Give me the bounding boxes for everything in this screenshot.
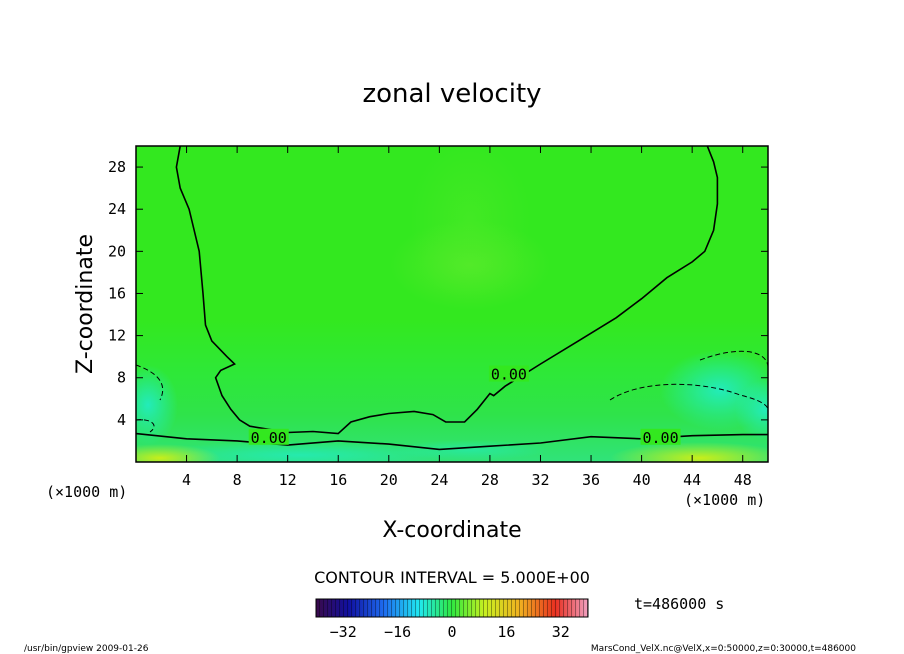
colorbar-tick-label: 0 (447, 623, 456, 641)
contour-interval: CONTOUR INTERVAL = 5.000E+00 (314, 568, 590, 587)
contour-label-bg (640, 428, 681, 445)
colorbar-tick-label: 32 (552, 623, 570, 641)
x-tick-label: 32 (531, 471, 549, 489)
contour-label-bg (488, 365, 529, 382)
y-tick-label: 20 (108, 242, 126, 260)
x-axis-unit-left: (×1000 m) (46, 483, 127, 501)
x-tick-label: 8 (233, 471, 242, 489)
x-tick-label: 20 (380, 471, 398, 489)
x-tick-label: 16 (329, 471, 347, 489)
y-tick-label: 24 (108, 200, 126, 218)
contour-label: 0.00 (642, 429, 678, 447)
zero-contour-lower (136, 432, 768, 451)
colorbar-tick-label: 16 (497, 623, 515, 641)
x-tick-label: 40 (633, 471, 651, 489)
plot-frame (135, 145, 769, 463)
contour-label-bg (248, 428, 289, 445)
chart-title: zonal velocity (362, 79, 541, 109)
footer-left: /usr/bin/gpview 2009-01-26 (24, 644, 149, 654)
y-tick-label: 16 (108, 284, 126, 302)
x-tick-label: 36 (582, 471, 600, 489)
y-tick-label: 8 (117, 369, 126, 387)
y-tick-label: 28 (108, 158, 126, 176)
x-tick-label: 12 (279, 471, 297, 489)
x-axis-unit-right: (×1000 m) (684, 491, 765, 509)
y-tick-label: 4 (117, 411, 126, 429)
x-tick-label: 4 (182, 471, 191, 489)
y-tick-label: 12 (108, 327, 126, 345)
heatmap-field (136, 146, 768, 462)
zero-contour-main (175, 146, 719, 435)
footer-right: MarsCond_VelX.nc@VelX,x=0:50000,z=0:3000… (591, 644, 856, 654)
x-tick-label: 28 (481, 471, 499, 489)
colorbar: −32 −16 0 16 32 (315, 598, 589, 641)
negative-contours (136, 350, 768, 433)
x-tick-label: 48 (734, 471, 752, 489)
y-axis-label: Z-coordinate (73, 234, 98, 374)
x-tick-label: 44 (683, 471, 701, 489)
contour-label: 0.00 (491, 366, 527, 384)
colorbar-tick-label: −16 (384, 623, 411, 641)
time-label: t=486000 s (634, 595, 724, 613)
contour-label: 0.00 (251, 429, 287, 447)
colorbar-tick-label: −32 (330, 623, 357, 641)
x-tick-label: 24 (430, 471, 448, 489)
x-axis-label: X-coordinate (382, 518, 521, 543)
